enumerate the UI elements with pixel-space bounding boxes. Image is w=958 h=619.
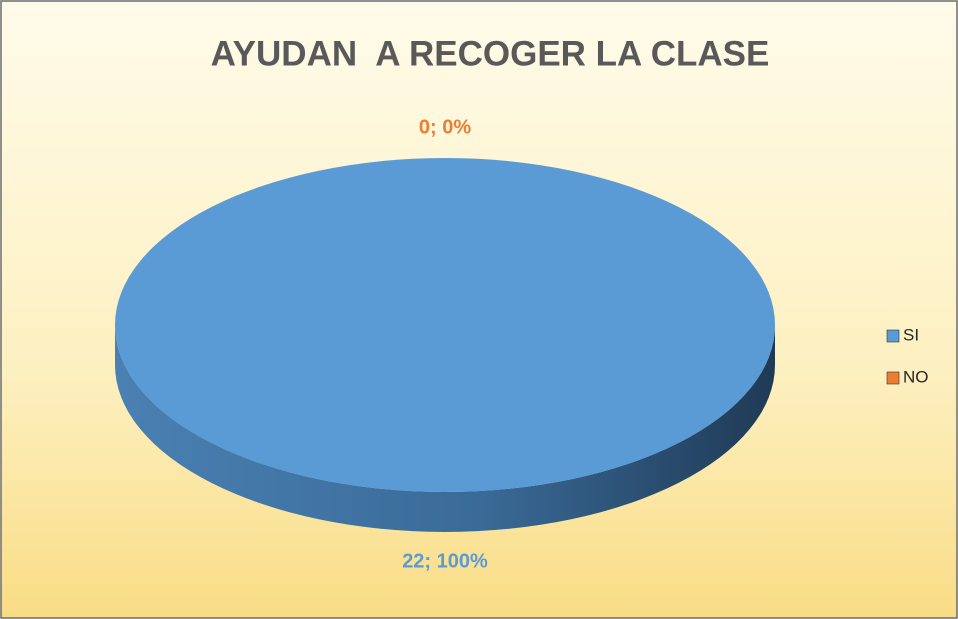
data-label: 0; 0% <box>419 116 471 138</box>
legend-swatch <box>886 329 900 343</box>
chart-title: AYUDAN A RECOGER LA CLASE <box>211 34 770 73</box>
pie-slice <box>115 158 775 492</box>
legend-swatch <box>886 371 900 385</box>
pie-side <box>115 325 775 532</box>
legend-label: SI <box>903 325 919 344</box>
legend-label: NO <box>903 367 929 386</box>
data-label: 22; 100% <box>402 550 488 572</box>
